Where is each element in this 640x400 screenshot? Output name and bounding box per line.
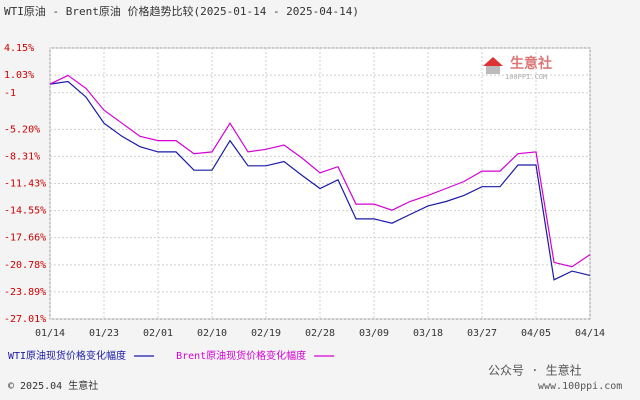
x-tick-label: 02/28: [305, 328, 335, 339]
x-tick-label: 03/27: [467, 328, 497, 339]
y-tick-label: 4.15%: [4, 43, 34, 54]
logo-site: 100PPI.COM: [505, 73, 547, 81]
legend-label: WTI原油现货价格变化幅度: [8, 349, 126, 362]
x-tick-label: 04/05: [521, 328, 551, 339]
x-tick-label: 02/10: [197, 328, 227, 339]
logo-icon-base: [486, 66, 500, 74]
legend: WTI原油现货价格变化幅度 Brent原油现货价格变化幅度: [8, 349, 335, 362]
y-tick-label: -8.31%: [4, 151, 40, 162]
y-tick-label: -5.20%: [4, 124, 40, 135]
logo-name: 生意社: [510, 55, 552, 72]
y-tick-label: -14.55%: [4, 206, 46, 217]
chart-title: WTI原油 - Brent原油 价格趋势比较(2025-01-14 - 2025…: [4, 4, 359, 18]
x-tick-label: 03/18: [413, 328, 443, 339]
y-tick-label: 1.03%: [4, 70, 34, 81]
footer: © 2025.04 生意社: [8, 379, 98, 392]
x-tick-label: 01/23: [89, 328, 119, 339]
logo: 生意社 100PPI.COM: [483, 55, 552, 81]
series-line: [49, 74, 591, 268]
x-tick-label: 03/09: [359, 328, 389, 339]
watermark-site: www.100ppi.com: [538, 381, 622, 392]
y-tick-label: -20.78%: [4, 260, 46, 271]
y-tick-label: -23.89%: [4, 287, 46, 298]
x-tick-label: 01/14: [35, 328, 65, 339]
y-tick-label: -1: [4, 88, 16, 99]
x-tick-label: 02/01: [143, 328, 173, 339]
y-tick-label: -17.66%: [4, 233, 46, 244]
y-tick-label: -27.01%: [4, 314, 46, 325]
legend-label: Brent原油现货价格变化幅度: [176, 349, 306, 362]
x-tick-label: 02/19: [251, 328, 281, 339]
y-tick-label: -11.43%: [4, 179, 46, 190]
x-tick-label: 04/14: [575, 328, 605, 339]
logo-icon: [483, 57, 503, 66]
series-line: [49, 80, 591, 281]
watermark: 公众号 · 生意社: [488, 363, 582, 378]
